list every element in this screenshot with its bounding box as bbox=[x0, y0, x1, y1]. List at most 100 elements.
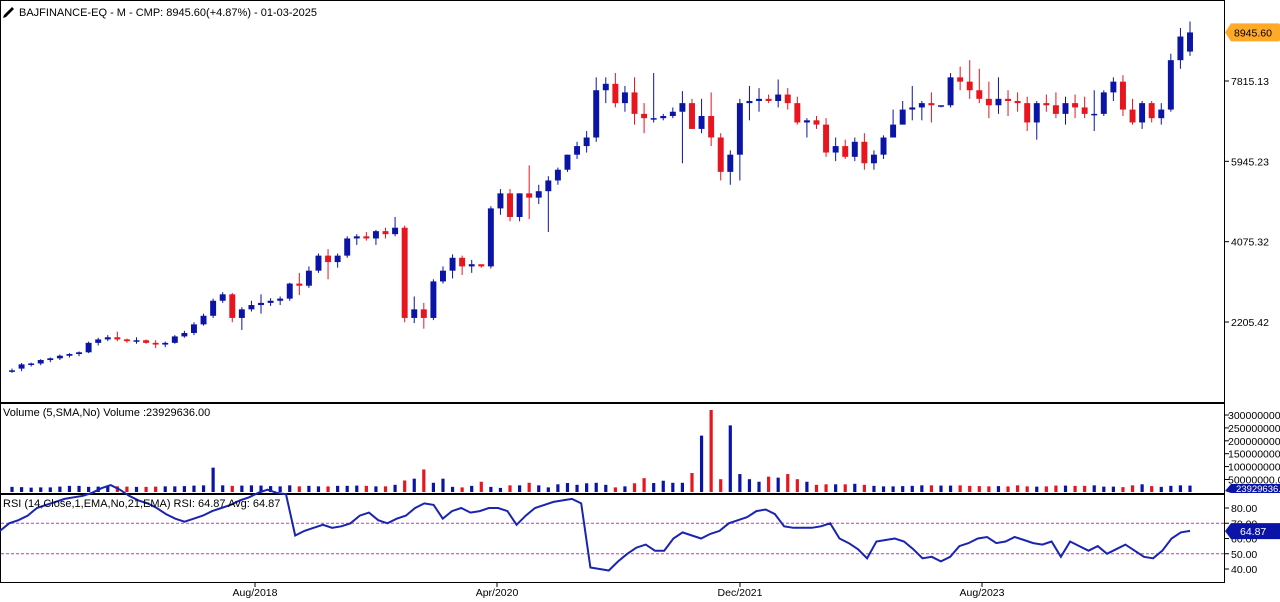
volume-tick-label: 250000000.00 bbox=[1228, 423, 1280, 435]
candle bbox=[823, 118, 830, 157]
volume-bar bbox=[450, 486, 455, 492]
volume-tick-label: 100000000.00 bbox=[1228, 462, 1280, 474]
candle bbox=[803, 118, 810, 138]
candle bbox=[631, 77, 638, 125]
candle bbox=[238, 307, 245, 330]
candle bbox=[918, 100, 925, 121]
candle bbox=[9, 368, 15, 373]
candle bbox=[1052, 92, 1059, 119]
volume-bar bbox=[364, 485, 368, 492]
candle bbox=[526, 165, 533, 220]
volume-bar bbox=[738, 474, 742, 492]
volume-bar bbox=[125, 486, 129, 492]
volume-bar bbox=[163, 486, 167, 492]
candle bbox=[995, 77, 1002, 114]
volume-bar bbox=[211, 467, 215, 492]
volume-panel-frame bbox=[0, 403, 1225, 494]
volume-tick-label: 200000000.00 bbox=[1228, 436, 1280, 448]
volume-bar bbox=[671, 482, 675, 492]
volume-bar bbox=[958, 485, 962, 492]
volume-bar bbox=[1178, 485, 1183, 492]
candle bbox=[765, 94, 772, 104]
candle bbox=[669, 107, 676, 119]
candle bbox=[660, 113, 667, 121]
volume-bar bbox=[939, 485, 943, 492]
candle bbox=[277, 296, 284, 306]
candle bbox=[459, 255, 466, 275]
last-volume-tag: 23929636.00 bbox=[1225, 484, 1280, 495]
candle bbox=[18, 363, 25, 372]
candle bbox=[813, 116, 820, 129]
volume-bar bbox=[1063, 485, 1068, 492]
volume-bar bbox=[441, 478, 445, 492]
candle bbox=[133, 337, 140, 344]
volume-bar bbox=[307, 485, 311, 492]
volume-bar bbox=[652, 483, 656, 492]
volume-bar bbox=[268, 486, 273, 492]
candle bbox=[679, 91, 686, 164]
price-candles-group bbox=[9, 21, 1193, 373]
candle bbox=[411, 296, 418, 324]
candle bbox=[229, 293, 236, 323]
volume-bar bbox=[201, 485, 206, 492]
candle bbox=[420, 302, 427, 329]
volume-bar bbox=[1083, 485, 1087, 492]
pencil-icon[interactable] bbox=[3, 7, 14, 18]
volume-bar bbox=[479, 481, 483, 492]
candle bbox=[449, 254, 456, 279]
candle bbox=[650, 73, 657, 123]
candle bbox=[909, 85, 916, 121]
price-chart-title: BAJFINANCE-EQ - M - CMP: 8945.60(+4.87%)… bbox=[19, 7, 317, 19]
candle bbox=[104, 335, 111, 342]
volume-bar bbox=[29, 487, 33, 492]
rsi-group bbox=[0, 484, 1224, 572]
volume-bar bbox=[987, 486, 991, 492]
candle bbox=[478, 264, 485, 268]
volume-bar bbox=[1159, 486, 1163, 492]
volume-bar bbox=[39, 487, 43, 492]
candle bbox=[756, 88, 762, 112]
candle bbox=[66, 353, 73, 358]
volume-bar bbox=[1092, 485, 1096, 492]
x-tick-label: Aug/2018 bbox=[233, 587, 278, 599]
candle bbox=[784, 88, 791, 110]
candle bbox=[28, 362, 35, 367]
volume-bar bbox=[661, 480, 665, 492]
candle bbox=[851, 137, 858, 162]
volume-bar bbox=[546, 487, 550, 492]
volume-bar bbox=[862, 484, 866, 492]
volume-bar bbox=[1150, 486, 1154, 492]
candle bbox=[641, 103, 648, 134]
candle bbox=[1187, 21, 1193, 56]
candle bbox=[775, 79, 782, 108]
volume-bar bbox=[948, 485, 953, 492]
candle bbox=[1062, 96, 1069, 125]
candle bbox=[976, 68, 983, 104]
candle bbox=[1014, 92, 1021, 112]
candle bbox=[47, 357, 54, 363]
candle bbox=[574, 141, 581, 159]
candle bbox=[114, 331, 121, 342]
candle bbox=[938, 105, 944, 108]
candle bbox=[382, 227, 389, 239]
candle bbox=[181, 330, 188, 338]
volume-bar bbox=[19, 487, 24, 492]
volume-bar bbox=[814, 484, 819, 492]
volume-bar bbox=[853, 483, 857, 492]
volume-bar bbox=[795, 479, 799, 492]
x-tick-label: Apr/2020 bbox=[476, 587, 519, 599]
volume-bar bbox=[642, 478, 646, 492]
candle bbox=[1158, 103, 1165, 125]
volume-bar bbox=[709, 410, 713, 492]
volume-bar bbox=[173, 486, 177, 492]
volume-bar bbox=[412, 478, 416, 492]
candle bbox=[832, 137, 839, 162]
price-panel-frame bbox=[0, 0, 1225, 403]
volume-bar bbox=[336, 485, 340, 492]
volume-bar bbox=[1140, 484, 1144, 492]
candle bbox=[602, 77, 609, 104]
volume-bar bbox=[901, 486, 905, 492]
volume-panel-title: Volume (5,SMA,No) Volume :23929636.00 bbox=[3, 407, 210, 419]
candle bbox=[37, 359, 44, 366]
